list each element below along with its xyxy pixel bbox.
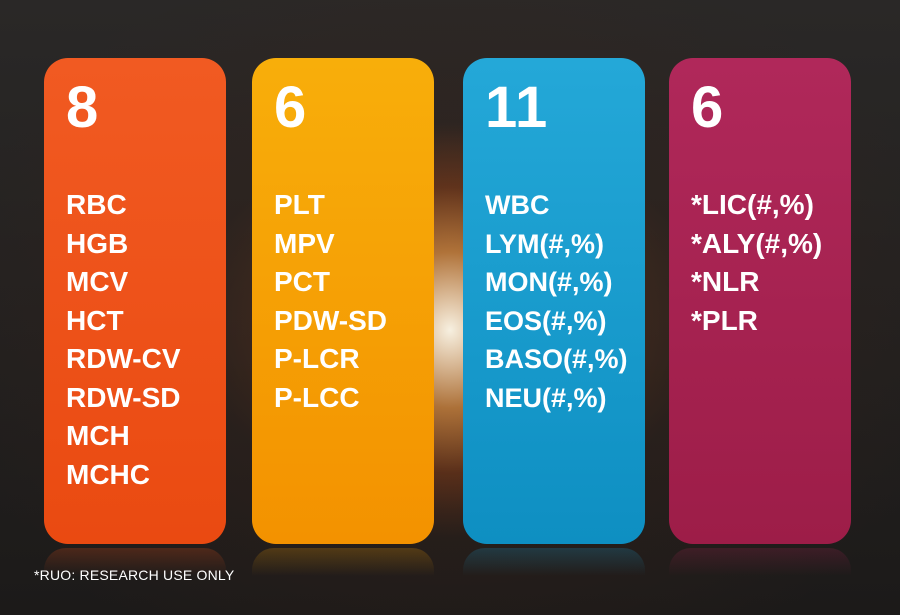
card-reflection [463, 548, 645, 576]
parameter-card-rbc: 8 RBC HGB MCV HCT RDW-CV RDW-SD MCH MCHC [44, 58, 226, 544]
footnote-ruo: *RUO: RESEARCH USE ONLY [34, 567, 235, 583]
parameter-list: RBC HGB MCV HCT RDW-CV RDW-SD MCH MCHC [66, 186, 226, 494]
parameter-item: *LIC(#,%) [691, 189, 814, 220]
parameter-item: PLT [274, 189, 325, 220]
parameter-item: *PLR [691, 304, 758, 336]
parameter-item: MCV [66, 266, 129, 297]
parameter-count: 6 [691, 75, 725, 140]
parameter-item: EOS(#,%) [485, 305, 607, 336]
parameter-item: RDW-SD [66, 381, 181, 413]
parameter-item: MCHC [66, 458, 150, 490]
parameter-item: LYM(#,%) [485, 228, 605, 259]
parameter-item: *ALY(#,%) [691, 227, 823, 259]
parameter-card-plt: 6 PLT MPV PCT PDW-SD P-LCR P-LCC [252, 58, 434, 544]
parameter-card-wbc: 11 WBC LYM(#,%) MON(#,%) EOS(#,%) BASO(#… [463, 58, 645, 544]
parameter-item: BASO(#,%) [485, 344, 628, 374]
parameter-list: *LIC(#,%) *ALY(#,%) *NLR *PLR [691, 186, 851, 340]
parameter-item: RDW-CV [66, 343, 181, 374]
parameter-count: 11 [485, 75, 549, 140]
parameter-list: WBC LYM(#,%) MON(#,%) EOS(#,%) BASO(#,%)… [485, 186, 645, 417]
parameter-item: PDW-SD [274, 304, 387, 336]
parameter-item: HGB [66, 227, 129, 259]
parameter-item: *NLR [691, 266, 760, 297]
parameter-item: PCT [274, 266, 330, 297]
card-reflection [669, 548, 851, 576]
parameter-item: WBC [485, 190, 550, 220]
parameter-item: RBC [66, 189, 127, 220]
parameter-count: 6 [274, 75, 308, 140]
parameter-card-ruo: 6 *LIC(#,%) *ALY(#,%) *NLR *PLR [669, 58, 851, 544]
parameter-item: P-LCR [274, 343, 360, 374]
parameter-item: MCH [66, 420, 130, 451]
card-reflection [44, 548, 226, 576]
card-reflection [252, 548, 434, 576]
parameter-item: MON(#,%) [485, 267, 613, 297]
parameter-item: P-LCC [274, 381, 360, 413]
parameter-item: NEU(#,%) [485, 382, 607, 413]
parameter-list: PLT MPV PCT PDW-SD P-LCR P-LCC [274, 186, 434, 417]
parameter-item: MPV [274, 227, 335, 259]
parameter-count: 8 [66, 75, 100, 140]
parameter-item: HCT [66, 304, 124, 336]
